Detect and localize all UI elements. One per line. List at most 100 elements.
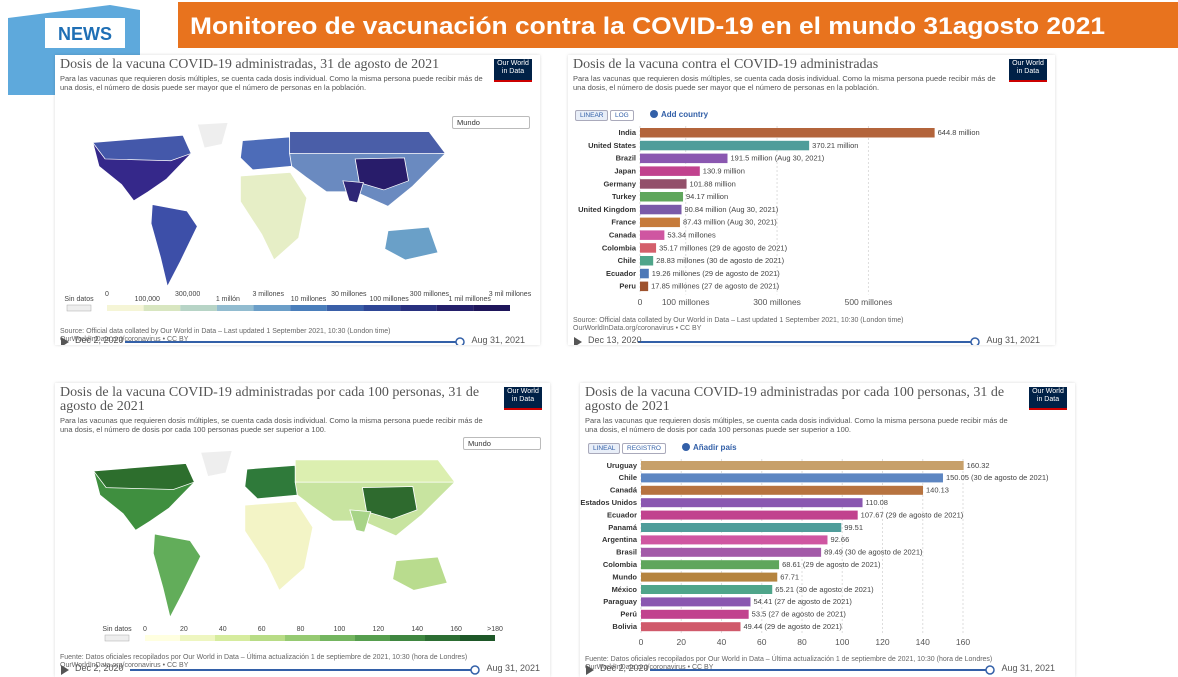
value-label: 87.43 million (Aug 30, 2021) (683, 218, 777, 227)
legend-label: 30 millones (331, 291, 367, 298)
legend-swatch (215, 635, 250, 641)
bar (640, 204, 682, 215)
timeline-end: Aug 31, 2021 (1001, 663, 1055, 673)
value-label: 99.51 (844, 523, 863, 532)
bar (640, 140, 810, 151)
category-label: Perú (620, 610, 637, 619)
category-label: Chile (619, 473, 637, 482)
panel-title: Dosis de la vacuna COVID-19 administrada… (585, 385, 1005, 414)
map (92, 122, 447, 288)
value-label: 107.67 (29 de agosto de 2021) (861, 510, 964, 519)
bar (640, 153, 728, 164)
panel-title-block: Dosis de la vacuna COVID-19 administrada… (585, 386, 1020, 434)
add-country[interactable]: Add country (650, 110, 708, 119)
bar (640, 192, 684, 202)
legend-label: 3 millones (252, 291, 284, 298)
china (361, 486, 418, 520)
category-label: Colombia (603, 560, 638, 569)
category-label: Panamá (608, 523, 638, 532)
play-button (61, 337, 69, 345)
panel-title-block: Dosis de la vacuna contra el COVID-19 ad… (573, 58, 1000, 92)
value-label: 19.26 millones (29 de agosto de 2021) (652, 269, 781, 278)
x-tick-label: 100 (835, 637, 849, 647)
bar (641, 473, 943, 483)
timeline (61, 337, 465, 345)
scale-toggle[interactable]: LOG (610, 110, 634, 121)
value-label: 191.5 million (Aug 30, 2021) (731, 154, 825, 163)
category-label: Japan (614, 167, 636, 176)
value-label: 28.83 millones (30 de agosto de 2021) (656, 256, 785, 265)
legend-swatch (250, 635, 285, 641)
badge: NEWS (58, 24, 112, 44)
no-data-swatch (66, 304, 92, 312)
bar (640, 281, 649, 292)
value-label: 54.41 (27 de agosto de 2021) (754, 597, 853, 606)
legend-label: 60 (258, 626, 266, 633)
legend-swatch (473, 305, 510, 311)
play-button (61, 665, 69, 675)
legend-swatch (107, 305, 144, 311)
no-data-swatch (104, 634, 130, 642)
legend-label: 300,000 (175, 291, 200, 298)
legend-swatch (320, 635, 355, 641)
timeline-end: Aug 31, 2021 (486, 663, 540, 673)
page-title: Monitoreo de vacunación contra la COVID-… (190, 13, 1105, 40)
bar (641, 461, 964, 470)
value-label: 370.21 million (812, 141, 858, 150)
legend-label: 3 mil millones (489, 291, 532, 298)
category-label: Brazil (616, 154, 636, 163)
category-label: Peru (619, 282, 636, 291)
timeline-handle (970, 337, 980, 345)
panel-title: Dosis de la vacuna COVID-19 administrada… (60, 385, 480, 414)
legend-label: 160 (450, 626, 462, 633)
add-country[interactable]: Añadir país (682, 443, 737, 452)
category-label: Estados Unidos (580, 498, 637, 507)
category-label: Ecuador (607, 510, 637, 519)
panel-title: Dosis de la vacuna contra el COVID-19 ad… (573, 57, 879, 72)
bar (641, 510, 858, 520)
timeline (586, 665, 995, 675)
panel: Dosis de la vacuna COVID-19 administrada… (580, 383, 1075, 677)
category-label: México (612, 585, 638, 594)
owid-logo: Our World in Data (1009, 59, 1047, 82)
owid-logo: Our World in Data (504, 387, 542, 410)
south-america (150, 204, 198, 288)
legend-swatch (400, 305, 437, 311)
scale-toggle[interactable]: LINEAR (575, 110, 609, 121)
category-label: United States (588, 141, 636, 150)
timeline-handle (470, 665, 480, 675)
bar (640, 230, 665, 240)
timeline-start: Dec 2, 2020 (75, 335, 124, 345)
source-line: Source: Official data collated by Our Wo… (573, 317, 904, 324)
legend-label: Sin datos (64, 296, 94, 303)
scale-toggle[interactable]: REGISTRO (622, 443, 666, 454)
value-label: 67.71 (780, 572, 799, 581)
value-label: 89.49 (30 de agosto de 2021) (824, 548, 923, 557)
value-label: 160.32 (967, 461, 990, 470)
australia (384, 226, 439, 261)
legend-swatch (326, 305, 364, 311)
india (349, 509, 372, 533)
bar-chart: 0 20 40 60 80 100 120 140 160 Uruguay 160.32 Chile 1… (580, 459, 1049, 647)
africa (244, 500, 314, 592)
category-label: France (611, 218, 636, 227)
panel-subtitle: Para las vacunas que requieren dosis múl… (60, 74, 483, 92)
legend-swatch (355, 635, 390, 641)
value-label: 110.08 (866, 498, 888, 507)
map-legend: Sin datos 0 20 40 60 80 100 120 140 160 >180 (102, 626, 503, 642)
value-label: 130.9 million (703, 167, 745, 176)
owid-logo: Our World in Data (494, 59, 532, 82)
source-line: OurWorldInData.org/coronavirus • CC BY (573, 325, 702, 332)
legend-swatch (216, 305, 254, 311)
timeline-end: Aug 31, 2021 (471, 335, 525, 345)
add-icon (650, 110, 658, 118)
scale-toggle[interactable]: LINEAL (588, 443, 621, 454)
x-tick-label: 500 millones (845, 297, 893, 307)
legend-swatch (390, 635, 425, 641)
map (92, 450, 456, 619)
panel-title-block: Dosis de la vacuna COVID-19 administrada… (60, 386, 495, 434)
greenland (200, 450, 233, 477)
bar (641, 572, 778, 582)
value-label: 17.85 millones (27 de agosto de 2021) (651, 282, 780, 291)
